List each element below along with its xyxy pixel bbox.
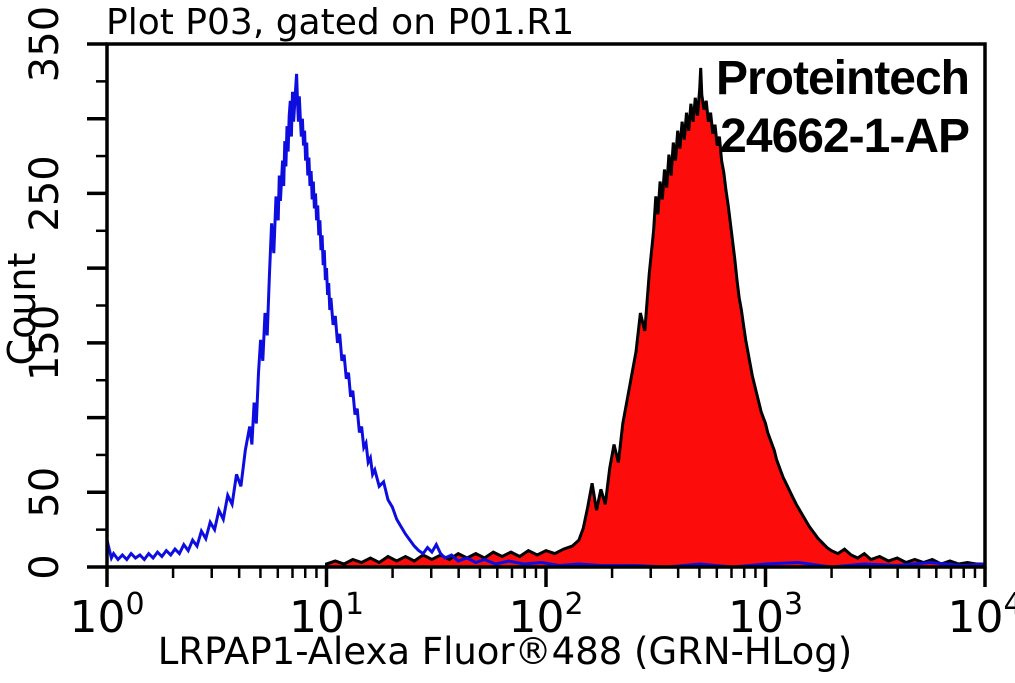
plot-frame bbox=[105, 42, 987, 569]
y-axis-tick-label: 0 bbox=[22, 554, 68, 579]
antibody-annotation: Proteintech 24662-1-AP bbox=[715, 50, 970, 166]
blue-open-histogram-curve bbox=[105, 73, 987, 569]
y-axis-label: Count bbox=[0, 252, 44, 366]
y-axis-tick-label: 150 bbox=[22, 305, 68, 381]
y-axis-tick-label: 250 bbox=[22, 155, 68, 231]
annotation-catalog-number: 24662-1-AP bbox=[720, 110, 970, 163]
red-filled-histogram-curve bbox=[325, 67, 987, 569]
y-axis-tick-label: 350 bbox=[22, 6, 68, 82]
x-axis-label: LRPAP1-Alexa Fluor®488 (GRN-HLog) bbox=[157, 630, 853, 673]
plot-title: Plot P03, gated on P01.R1 bbox=[106, 2, 575, 43]
y-axis-tick-label: 50 bbox=[22, 467, 68, 518]
annotation-brand: Proteintech bbox=[715, 52, 970, 105]
